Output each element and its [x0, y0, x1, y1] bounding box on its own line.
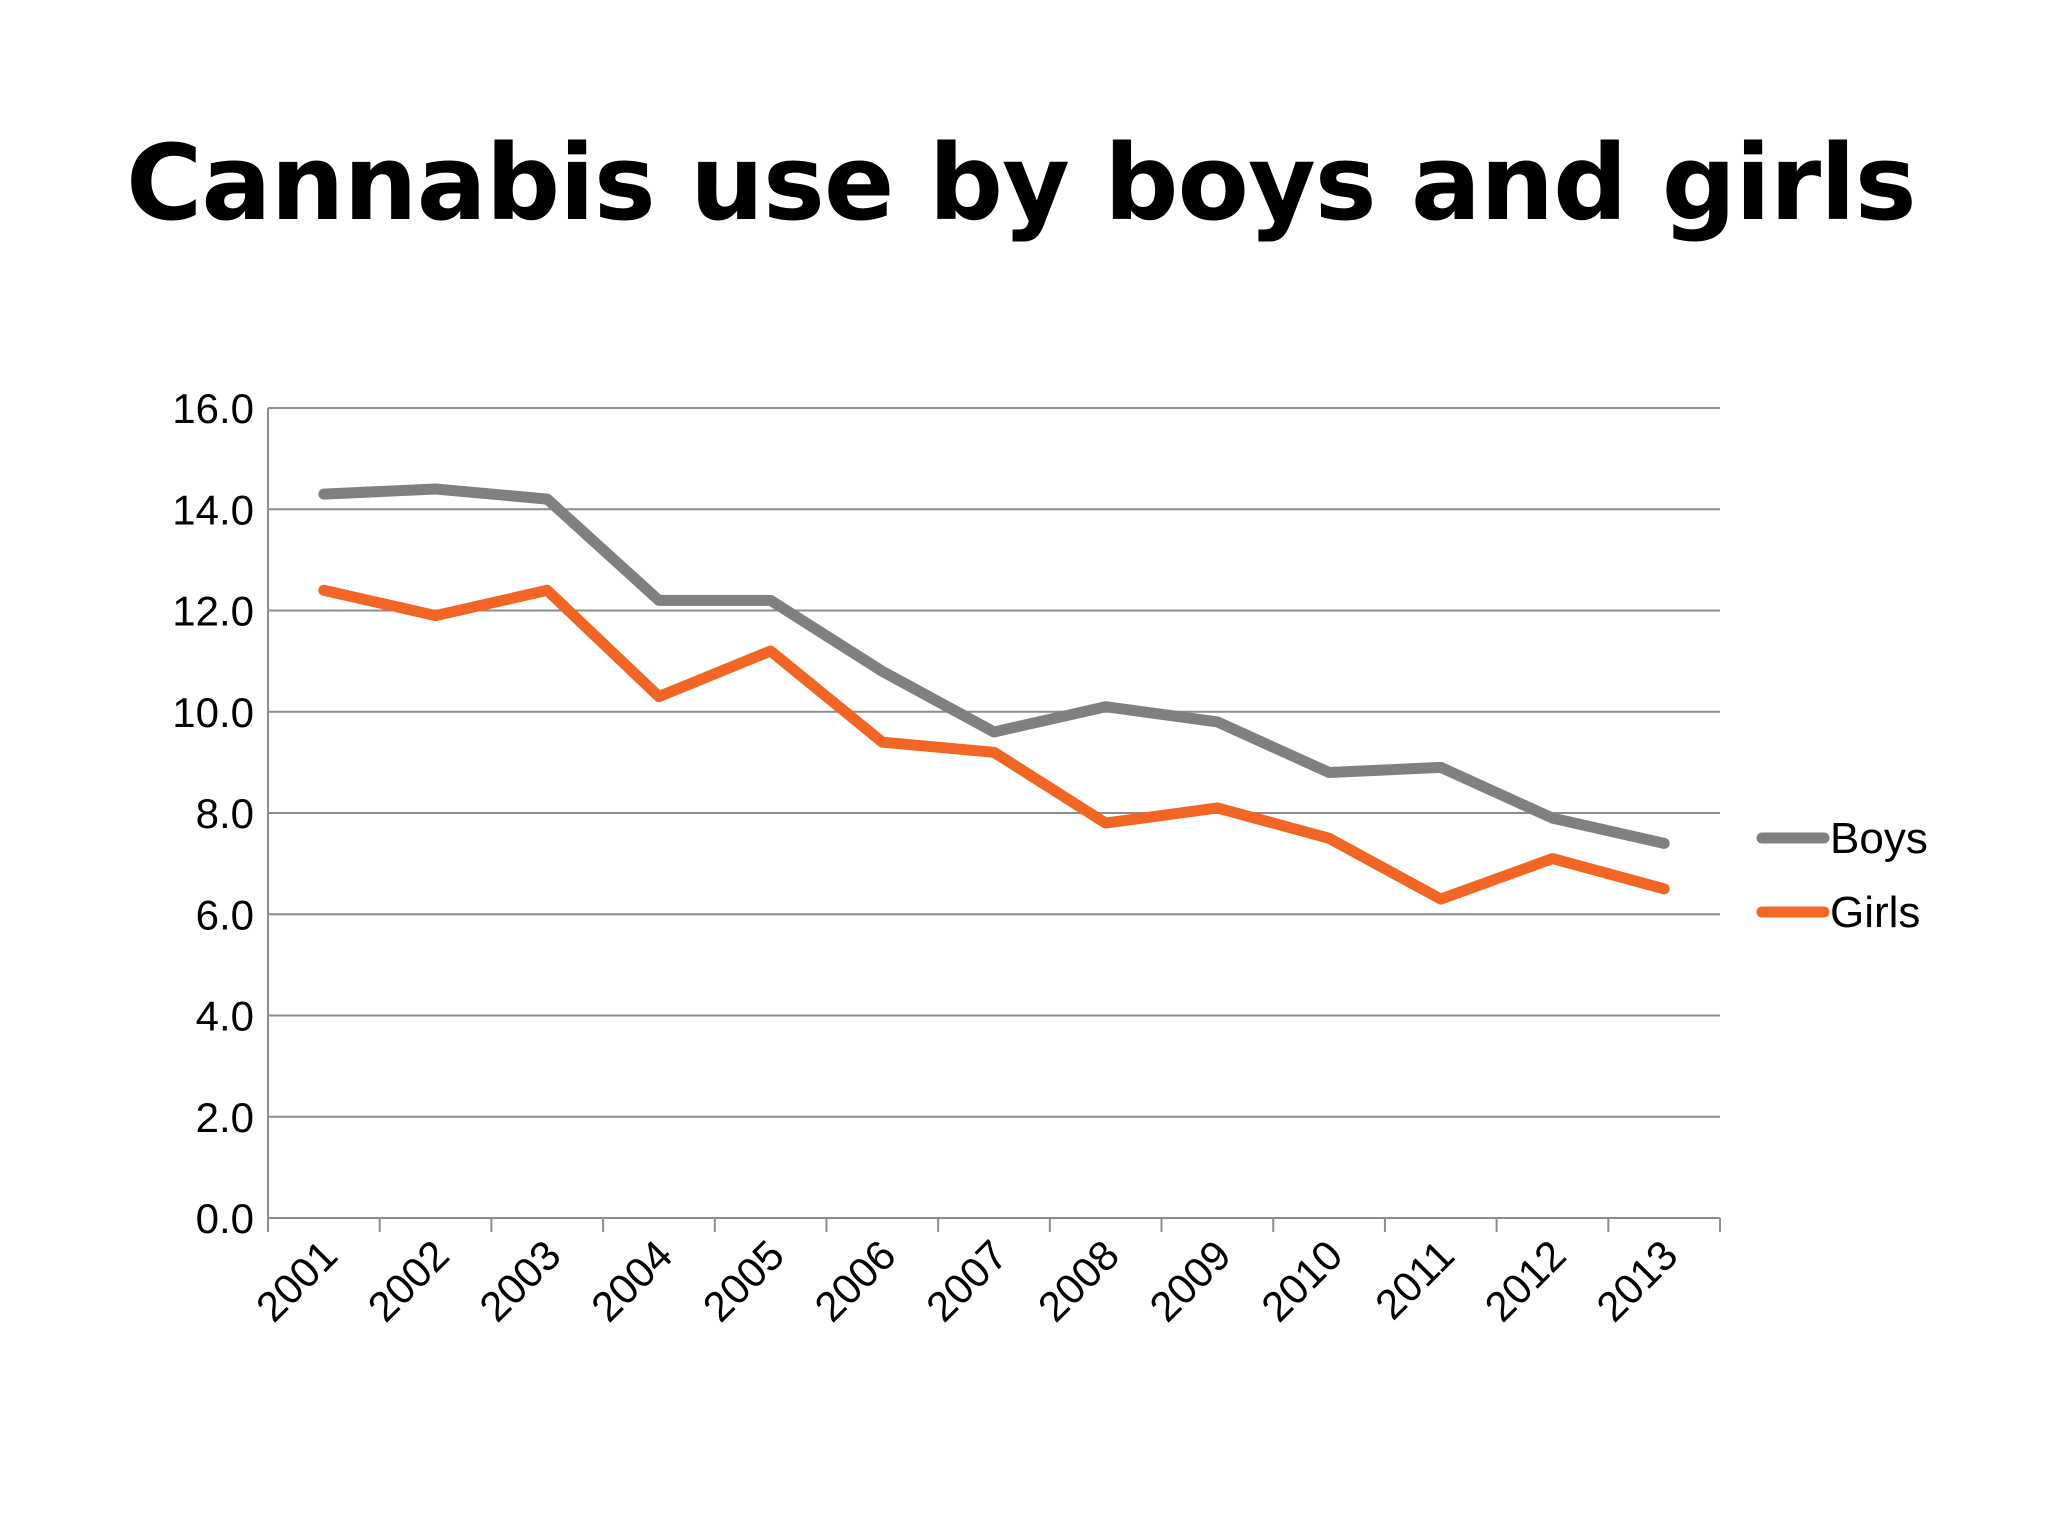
y-tick-label: 8.0	[196, 790, 254, 837]
x-tick-label: 2003	[470, 1231, 569, 1330]
x-tick-labels: 2001 2002 2003 2004 2005 2006 2007 2008 2009 2010…	[247, 1231, 1687, 1330]
x-tick-label: 2008	[1029, 1231, 1128, 1330]
slide-title: Cannabis use by boys and girls	[126, 122, 1917, 244]
series-line-boys	[318, 483, 1670, 849]
x-tick-label: 2009	[1140, 1231, 1239, 1330]
x-tick-label: 2011	[1366, 1231, 1463, 1328]
y-tick-labels: 0.0 2.0 4.0 6.0 8.0 10.0 12.0 14.0 16.0	[172, 385, 254, 1242]
x-tick-label: 2004	[582, 1231, 681, 1330]
y-tick-label: 2.0	[196, 1094, 254, 1141]
x-tick-label: 2012	[1476, 1231, 1575, 1330]
x-tick-label: 2010	[1252, 1231, 1351, 1330]
x-tick-label: 2007	[917, 1231, 1016, 1330]
axes	[267, 408, 1721, 1232]
y-tick-label: 14.0	[172, 486, 254, 533]
y-tick-label: 4.0	[196, 993, 254, 1040]
y-tick-label: 12.0	[172, 588, 254, 635]
x-tick-label: 2002	[359, 1231, 458, 1330]
x-tick-label: 2005	[694, 1231, 793, 1330]
y-tick-label: 16.0	[172, 385, 254, 432]
y-tick-label: 10.0	[172, 689, 254, 736]
series-lines	[318, 483, 1670, 905]
x-tick-label: 2006	[805, 1231, 904, 1330]
legend-label-boys: Boys	[1830, 814, 1928, 863]
gridlines	[268, 407, 1720, 1118]
y-tick-label: 6.0	[196, 891, 254, 938]
x-tick-label: 2001	[247, 1231, 346, 1330]
x-tick-label: 2013	[1587, 1231, 1686, 1330]
series-line-girls	[318, 584, 1670, 905]
legend-label-girls: Girls	[1830, 888, 1920, 937]
y-tick-label: 0.0	[196, 1195, 254, 1242]
legend: Boys Girls	[1756, 814, 1928, 937]
